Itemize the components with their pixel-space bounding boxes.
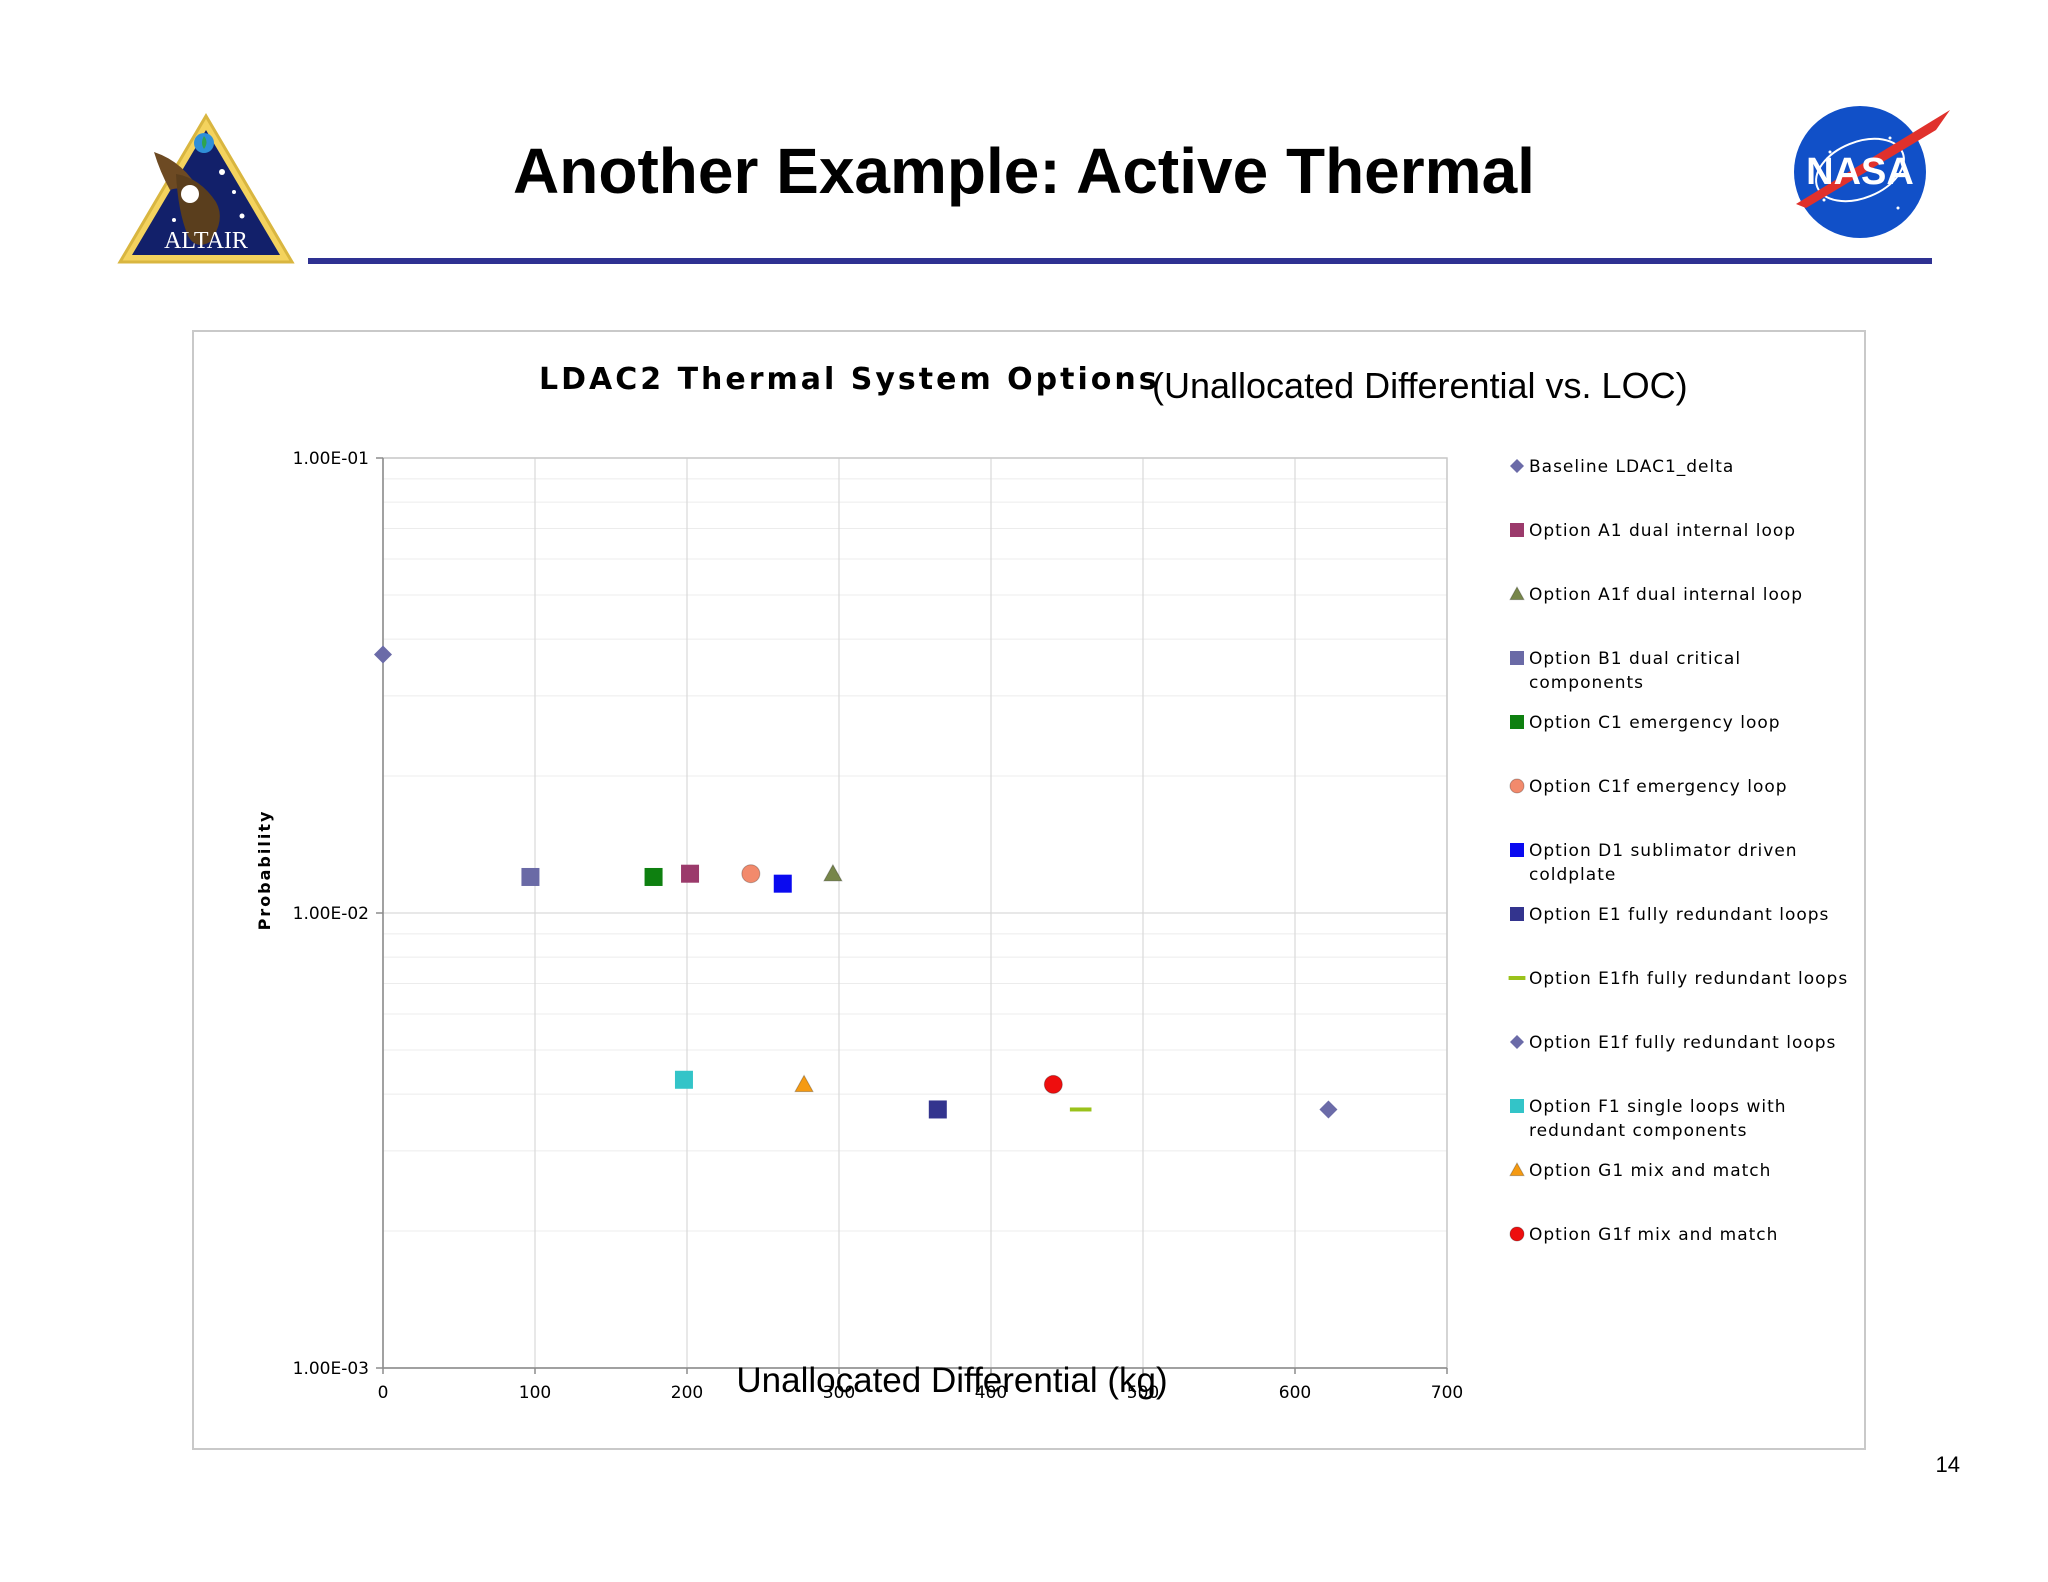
scatter-chart: LDAC2 Thermal System Options (Unallocate…	[255, 362, 1848, 1403]
legend-label: Baseline LDAC1_delta	[1529, 457, 1734, 477]
x-tick-label: 300	[823, 1383, 855, 1403]
chart-frame: LDAC2 Thermal System Options (Unallocate…	[192, 330, 1866, 1450]
y-tick-label: 1.00E-03	[293, 1359, 369, 1379]
legend-label: Option F1 single loops with redundant com…	[1529, 1097, 1787, 1141]
y-axis-title: Probability	[255, 810, 274, 931]
altair-logo-text: ALTAIR	[164, 228, 248, 254]
data-point	[741, 864, 761, 884]
x-tick-label: 0	[378, 1383, 389, 1403]
legend-marker	[1509, 1161, 1525, 1177]
page-number: 14	[1935, 1452, 1960, 1477]
altair-logo-icon: ALTAIR	[116, 112, 296, 275]
legend: Baseline LDAC1_delta Option A1 dual inter…	[1508, 457, 1848, 1245]
legend-marker	[1509, 1226, 1525, 1242]
legend-marker	[1509, 585, 1525, 601]
data-point	[674, 1070, 693, 1089]
legend-label: Option D1 sublimator driven coldplate	[1529, 841, 1798, 885]
legend-label: Option C1f emergency loop	[1529, 777, 1788, 797]
legend-marker	[1509, 778, 1525, 794]
legend-label: Option E1 fully redundant loops	[1529, 905, 1829, 925]
legend-label: Option E1fh fully redundant loops	[1529, 969, 1848, 989]
data-point	[823, 863, 843, 882]
legend-marker	[1508, 976, 1526, 980]
data-point	[644, 867, 663, 886]
title-divider	[308, 258, 1932, 264]
legend-label: Option B1 dual critical components	[1529, 649, 1741, 693]
x-axis-title: Unallocated Differential (kg)	[736, 1361, 1167, 1400]
data-point	[1319, 1100, 1338, 1119]
data-point	[794, 1074, 814, 1093]
data-point	[521, 867, 540, 886]
data-point	[1069, 1107, 1092, 1112]
data-point	[374, 645, 392, 664]
legend-marker	[1510, 523, 1524, 537]
legend-label: Option E1f fully redundant loops	[1529, 1033, 1836, 1053]
slide-title: Another Example: Active Thermal	[513, 135, 1535, 207]
legend-marker	[1510, 1035, 1524, 1049]
x-tick-label: 200	[671, 1383, 703, 1403]
legend-marker	[1510, 715, 1524, 729]
x-tick-label: 600	[1279, 1383, 1311, 1403]
data-point	[681, 864, 700, 883]
y-tick-label: 1.00E-01	[293, 449, 369, 469]
legend-label: Option C1 emergency loop	[1529, 713, 1781, 733]
legend-marker	[1510, 459, 1524, 473]
legend-label: Option A1 dual internal loop	[1529, 521, 1796, 541]
legend-marker	[1510, 907, 1524, 921]
legend-label: Option A1f dual internal loop	[1529, 585, 1803, 605]
chart-subtitle: (Unallocated Differential vs. LOC)	[1152, 365, 1688, 406]
nasa-logo-text: NASA	[1806, 151, 1914, 193]
legend-label: Option G1f mix and match	[1529, 1225, 1778, 1245]
legend-marker	[1510, 651, 1524, 665]
data-point	[773, 874, 792, 893]
legend-marker	[1510, 1099, 1524, 1113]
legend-label: Option G1 mix and match	[1529, 1161, 1771, 1181]
legend-marker	[1510, 843, 1524, 857]
chart-title: LDAC2 Thermal System Options	[539, 362, 1160, 397]
x-tick-label: 500	[1127, 1383, 1159, 1403]
data-points	[374, 645, 1338, 1119]
nasa-logo-icon: NASA	[1786, 104, 1956, 249]
x-tick-label: 400	[975, 1383, 1007, 1403]
grid-lines	[382, 457, 1448, 1369]
data-point	[928, 1100, 947, 1119]
x-tick-label: 100	[519, 1383, 551, 1403]
y-tick-label: 1.00E-02	[293, 904, 369, 924]
x-tick-label: 700	[1431, 1383, 1463, 1403]
axes	[376, 457, 1448, 1374]
data-point	[1043, 1074, 1063, 1094]
